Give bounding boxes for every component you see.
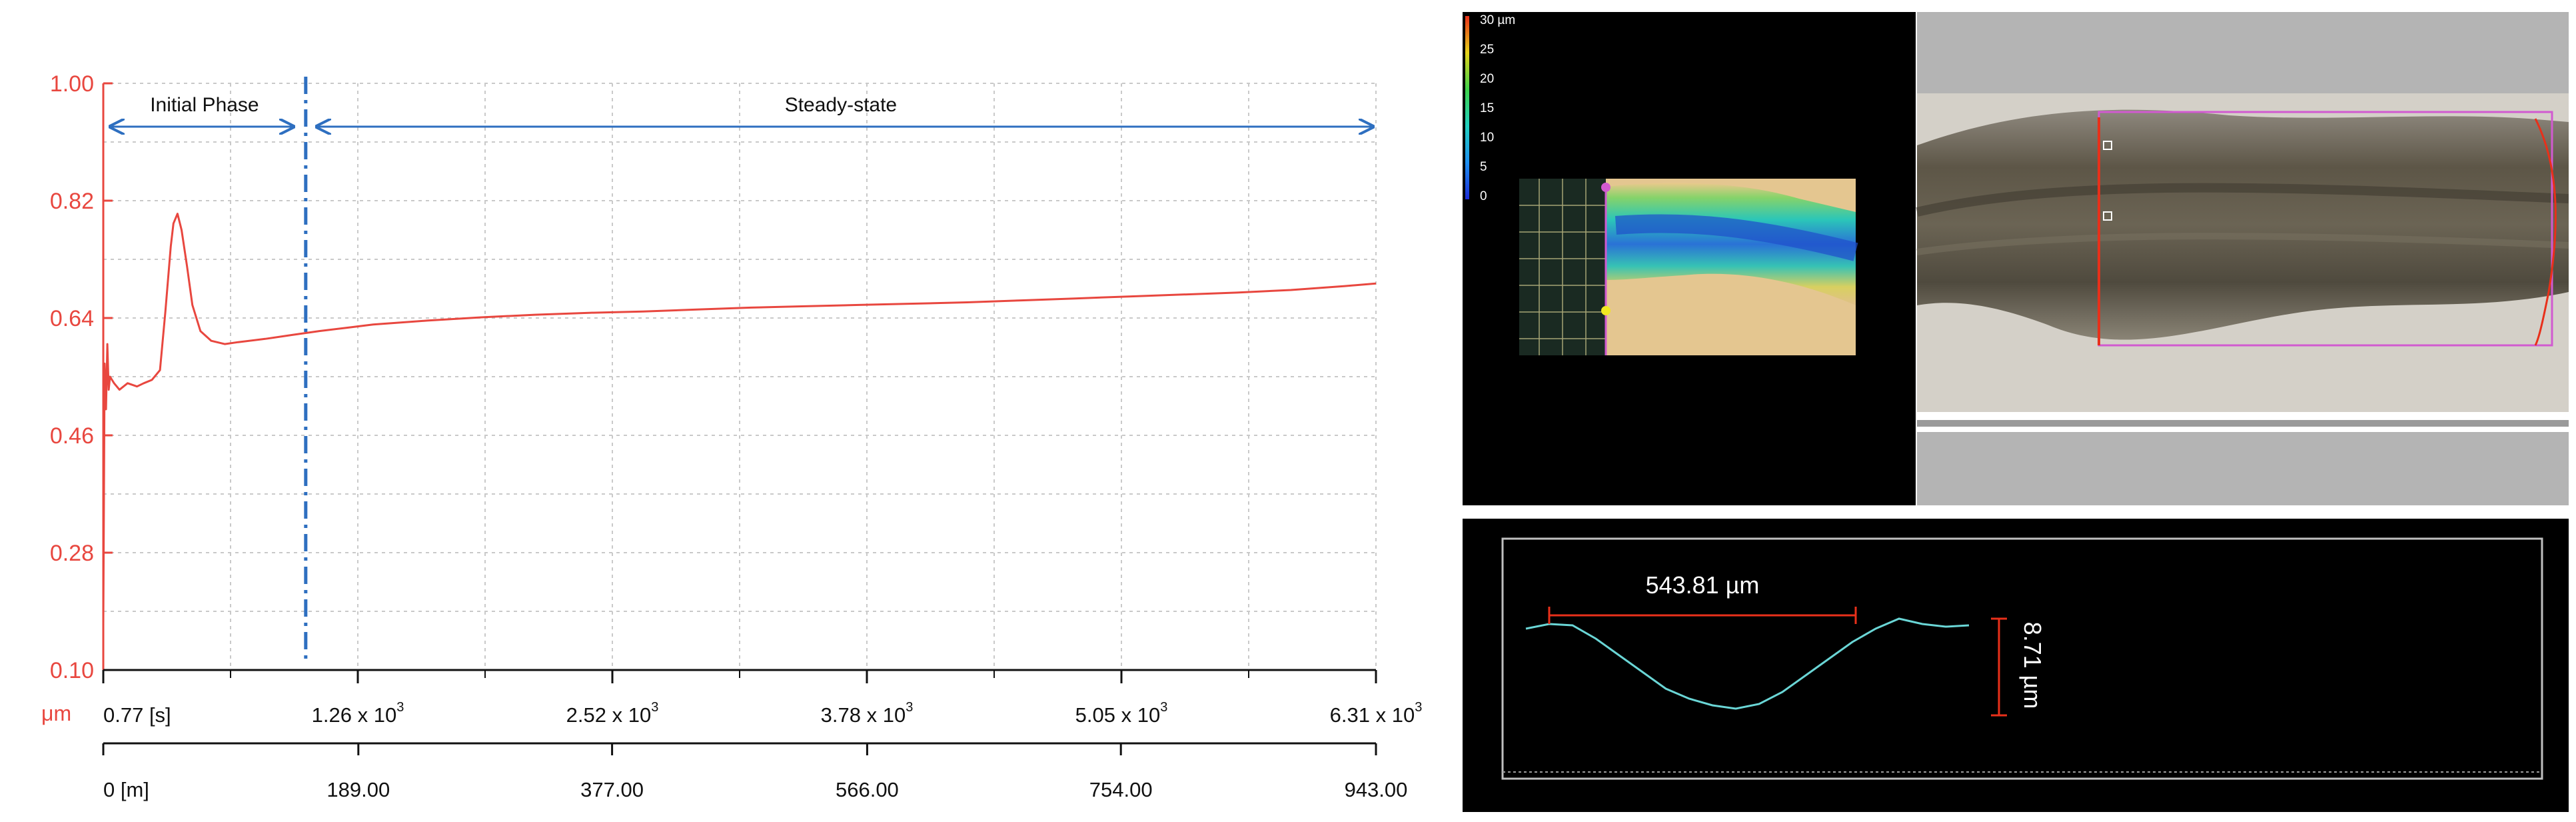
optical-image [1916,93,2569,432]
series-line [102,213,1377,625]
colorbar [1465,16,1469,199]
depth-measure-label: 8.71 µm [2019,622,2046,709]
height-map-image [1519,179,1858,355]
distance-tick-label: 189.00 [326,778,390,801]
colorbar-label: 15 [1480,101,1494,115]
profile-line [1525,617,1970,710]
time-tick-exponent: 3 [1160,700,1167,715]
profile-plot-frame [1501,537,2543,780]
y-tick-label: 0.82 [50,189,94,214]
time-tick-exponent: 3 [651,700,658,715]
y-ticks: 1.00 0.82 0.64 0.46 0.28 0.10 [50,71,113,683]
time-tick-exponent: 3 [1415,700,1422,715]
time-axis: 0.77 [s] 1.26 x 103 2.52 x 103 3.78 x 103 5.… [102,670,1423,727]
y-unit-label: μm [41,701,71,725]
time-tick-exponent: 3 [906,700,913,715]
colorbar-label: 5 [1480,160,1487,174]
profile-panel [1463,519,2569,812]
time-tick-exponent: 3 [396,700,404,715]
distance-tick-label: 566.00 [836,778,899,801]
time-tick-label: 6.31 x 103 [1330,700,1423,727]
initial-phase-label: Initial Phase [150,94,259,116]
distance-tick-label: 943.00 [1345,778,1408,801]
distance-axis: 0 [m] 189.00 377.00 566.00 754.00 943.00 [102,743,1408,801]
gridlines [103,83,1377,671]
surface-profile-panel: 30 µm 25 20 15 10 5 0 [1463,12,2569,812]
time-tick-label: 0.77 [s] [103,703,171,727]
colorbar-label: 30 µm [1480,13,1515,27]
colorbar-label: 25 [1480,43,1494,57]
y-tick-label: 0.64 [50,306,94,331]
line-chart: 1.00 0.82 0.64 0.46 0.28 0.10 μm 0.77 [s] 1.26… [41,71,1423,801]
distance-tick-label: 377.00 [580,778,644,801]
y-tick-label: 0.10 [50,658,94,683]
time-tick-label: 2.52 x 103 [566,700,659,727]
selection-handle [2103,211,2112,221]
time-tick-label: 5.05 x 103 [1075,700,1168,727]
y-tick-label: 1.00 [50,71,94,97]
y-tick-label: 0.46 [50,423,94,449]
selection-right-edge [2534,118,2557,346]
time-tick-label: 3.78 x 103 [821,700,914,727]
colorbar-label: 10 [1480,131,1494,145]
distance-tick-label: 0 [m] [103,778,149,801]
steady-state-label: Steady-state [785,94,897,116]
distance-tick-label: 754.00 [1089,778,1153,801]
time-tick-label: 1.26 x 103 [312,700,404,727]
width-measure-label: 543.81 µm [1646,571,1760,599]
colorbar-labels: 30 µm 25 20 15 10 5 0 [1480,13,1515,203]
selection-handle [2103,141,2112,150]
y-tick-label: 0.28 [50,541,94,566]
colorbar-label: 0 [1480,189,1487,203]
colorbar-label: 20 [1480,72,1494,86]
